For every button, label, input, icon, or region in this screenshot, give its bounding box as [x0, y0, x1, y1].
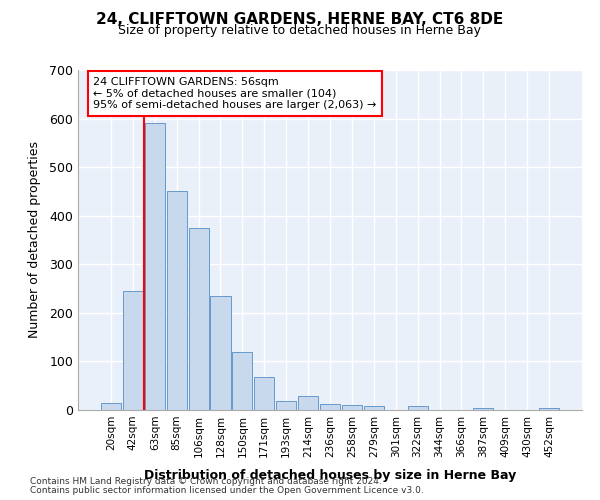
Bar [167, 192, 187, 410]
Bar [123, 291, 143, 410]
Bar [364, 406, 384, 410]
Bar [145, 124, 165, 410]
Text: Contains public sector information licensed under the Open Government Licence v3: Contains public sector information licen… [30, 486, 424, 495]
Bar [342, 405, 362, 410]
Bar [188, 228, 209, 410]
Bar [298, 396, 318, 410]
Bar [473, 408, 493, 410]
Bar [276, 402, 296, 410]
Bar [320, 404, 340, 410]
Bar [211, 296, 230, 410]
Bar [254, 377, 274, 410]
Text: Contains HM Land Registry data © Crown copyright and database right 2024.: Contains HM Land Registry data © Crown c… [30, 477, 382, 486]
Text: Size of property relative to detached houses in Herne Bay: Size of property relative to detached ho… [119, 24, 482, 37]
Bar [232, 352, 253, 410]
Text: 24, CLIFFTOWN GARDENS, HERNE BAY, CT6 8DE: 24, CLIFFTOWN GARDENS, HERNE BAY, CT6 8D… [97, 12, 503, 28]
Text: 24 CLIFFTOWN GARDENS: 56sqm
← 5% of detached houses are smaller (104)
95% of sem: 24 CLIFFTOWN GARDENS: 56sqm ← 5% of deta… [93, 77, 376, 110]
Text: Distribution of detached houses by size in Herne Bay: Distribution of detached houses by size … [144, 468, 516, 481]
Bar [101, 402, 121, 410]
Y-axis label: Number of detached properties: Number of detached properties [28, 142, 41, 338]
Bar [407, 406, 428, 410]
Bar [539, 408, 559, 410]
